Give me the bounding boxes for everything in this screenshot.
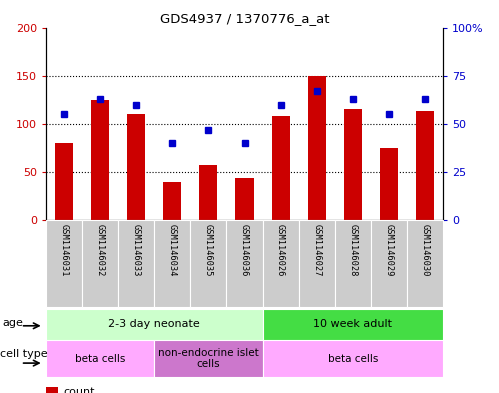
Text: beta cells: beta cells <box>328 354 378 364</box>
Text: cell type: cell type <box>0 349 47 359</box>
Text: GSM1146031: GSM1146031 <box>59 224 68 277</box>
Bar <box>91 100 109 220</box>
Bar <box>227 220 262 307</box>
Text: age: age <box>2 318 23 328</box>
Bar <box>335 220 371 307</box>
Text: non-endocrine islet
cells: non-endocrine islet cells <box>158 348 259 369</box>
Bar <box>371 220 407 307</box>
Text: 2-3 day neonate: 2-3 day neonate <box>108 319 200 329</box>
Text: GSM1146026: GSM1146026 <box>276 224 285 277</box>
Bar <box>154 340 262 377</box>
Bar <box>82 220 118 307</box>
Bar <box>262 340 443 377</box>
Bar <box>308 75 326 220</box>
Bar <box>407 220 443 307</box>
Bar <box>236 178 253 220</box>
Bar <box>271 116 289 220</box>
Bar <box>344 109 362 220</box>
Bar <box>163 182 181 220</box>
Bar <box>46 387 58 393</box>
Bar <box>46 220 82 307</box>
Text: count: count <box>64 387 95 393</box>
Bar <box>262 309 443 340</box>
Text: GSM1146035: GSM1146035 <box>204 224 213 277</box>
Text: GSM1146033: GSM1146033 <box>132 224 141 277</box>
Bar <box>154 220 190 307</box>
Text: GSM1146027: GSM1146027 <box>312 224 321 277</box>
Text: GSM1146036: GSM1146036 <box>240 224 249 277</box>
Bar <box>262 220 299 307</box>
Bar <box>118 220 154 307</box>
Bar <box>200 165 218 220</box>
Text: GSM1146034: GSM1146034 <box>168 224 177 277</box>
Title: GDS4937 / 1370776_a_at: GDS4937 / 1370776_a_at <box>160 12 329 25</box>
Bar <box>380 148 398 220</box>
Text: beta cells: beta cells <box>75 354 125 364</box>
Bar <box>46 340 154 377</box>
Bar <box>299 220 335 307</box>
Text: 10 week adult: 10 week adult <box>313 319 392 329</box>
Bar <box>416 111 434 220</box>
Bar <box>55 143 73 220</box>
Text: GSM1146028: GSM1146028 <box>348 224 357 277</box>
Bar <box>127 114 145 220</box>
Bar <box>190 220 227 307</box>
Bar <box>46 309 262 340</box>
Text: GSM1146029: GSM1146029 <box>384 224 393 277</box>
Text: GSM1146030: GSM1146030 <box>421 224 430 277</box>
Text: GSM1146032: GSM1146032 <box>96 224 105 277</box>
